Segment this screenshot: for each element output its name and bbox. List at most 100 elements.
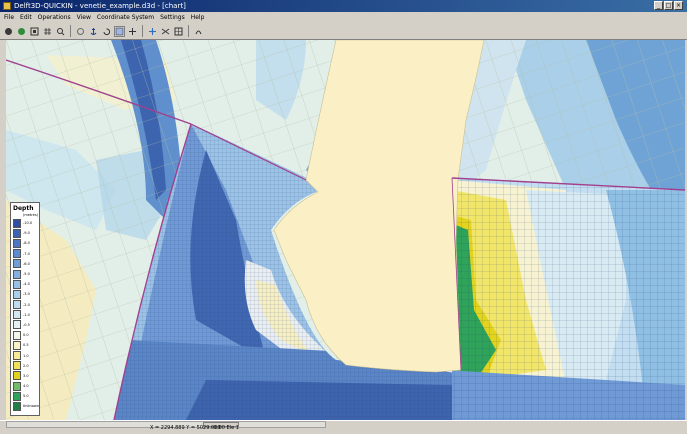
legend-label: -4.0 — [23, 282, 30, 287]
legend-label: 5.0 — [23, 394, 29, 399]
legend-unit: (metres) — [23, 213, 39, 217]
legend-label: 4.0 — [23, 384, 29, 389]
pan-icon[interactable] — [193, 26, 204, 37]
menu-operations[interactable]: Operations — [37, 14, 71, 21]
legend-swatch — [13, 228, 21, 238]
legend-row: -6.0 — [11, 259, 39, 269]
open-icon[interactable] — [3, 26, 14, 37]
legend-label: Unknown — [22, 404, 39, 409]
app-icon — [3, 2, 11, 10]
close-button[interactable]: × — [674, 1, 683, 10]
legend-row: 3.0 — [11, 371, 39, 381]
legend-swatch — [13, 401, 21, 411]
legend-swatch — [13, 269, 21, 279]
legend-row: 4.0 — [11, 381, 39, 391]
legend-label: -0.5 — [23, 322, 30, 327]
legend-label: -9.0 — [23, 231, 30, 236]
legend-swatch — [13, 218, 21, 228]
window-title: Delft3D-QUICKIN - venetie_example.d3d - … — [14, 2, 186, 10]
legend-label: -3.0 — [23, 292, 30, 297]
legend-swatch — [13, 320, 21, 330]
rotate-icon[interactable] — [101, 26, 112, 37]
menu-settings[interactable]: Settings — [160, 14, 185, 21]
zoom-extent-icon[interactable] — [29, 26, 40, 37]
legend-row: -0.5 — [11, 320, 39, 330]
legend-swatch — [13, 361, 21, 371]
grid-edit-icon[interactable] — [114, 25, 125, 37]
grid-boundary-line — [190, 123, 307, 181]
legend-swatch — [13, 371, 21, 381]
legend-label: -2.0 — [23, 302, 30, 307]
select-icon[interactable] — [75, 26, 86, 37]
legend-label: 2.0 — [23, 363, 29, 368]
split-icon[interactable] — [160, 26, 171, 37]
toolbar-separator — [142, 25, 143, 37]
anchor-icon[interactable] — [88, 26, 99, 37]
coordinate-readout: X = 2294.889 Y = 5029.000 — [150, 425, 221, 431]
title-bar: Delft3D-QUICKIN - venetie_example.d3d - … — [0, 0, 687, 12]
menu-help[interactable]: Help — [190, 14, 205, 21]
legend-swatch — [13, 289, 21, 299]
legend-row: -9.0 — [11, 228, 39, 238]
toolbar-separator — [70, 25, 71, 37]
legend-row: -5.0 — [11, 269, 39, 279]
legend-swatch — [13, 310, 21, 320]
grid-boundary-line — [113, 123, 192, 420]
move-icon[interactable] — [147, 26, 158, 37]
legend-rows: -10.0 -9.0 -8.0 -7.0 -6.0 -5.0 -4.0 -3.0 -2.0 -1.… — [11, 218, 39, 412]
legend-row: -7.0 — [11, 249, 39, 259]
depth-legend: Depth (metres) -10.0 -9.0 -8.0 -7.0 -6.0 -5.0… — [10, 202, 40, 416]
legend-row: -10.0 — [11, 218, 39, 228]
legend-label: -10.0 — [23, 221, 33, 226]
legend-row: 0.5 — [11, 340, 39, 350]
grid-boundary-line — [451, 177, 462, 371]
legend-label: -6.0 — [23, 261, 30, 266]
refine-icon[interactable] — [127, 26, 138, 37]
grid-boundary-line — [6, 59, 192, 125]
zoom-icon[interactable] — [55, 26, 66, 37]
legend-row: Unknown — [11, 401, 39, 411]
menu-bar: File Edit Operations View Coordinate Sys… — [0, 12, 687, 23]
legend-swatch — [13, 391, 21, 401]
menu-file[interactable]: File — [4, 14, 15, 21]
legend-row: -1.0 — [11, 310, 39, 320]
map-canvas[interactable] — [6, 40, 685, 420]
legend-label: 0.0 — [23, 333, 29, 338]
grid-icon[interactable] — [42, 26, 53, 37]
legend-label: 0.5 — [23, 343, 29, 348]
legend-row: -2.0 — [11, 300, 39, 310]
window-controls: _ □ × — [654, 1, 684, 11]
legend-label: 3.0 — [23, 373, 29, 378]
measure-icon[interactable] — [173, 26, 184, 37]
minimize-button[interactable]: _ — [654, 1, 663, 10]
toolbar-separator — [188, 25, 189, 37]
legend-swatch — [13, 279, 21, 289]
grid-boundary-line — [451, 177, 685, 191]
legend-row: -4.0 — [11, 279, 39, 289]
horizontal-scrollbar[interactable] — [6, 421, 326, 428]
depth-readout: -1.00 Ele 1 — [212, 425, 239, 431]
scrollbar-thumb[interactable] — [203, 422, 239, 427]
legend-swatch — [13, 381, 21, 391]
menu-edit[interactable]: Edit — [20, 14, 32, 21]
menu-view[interactable]: View — [76, 14, 91, 21]
save-icon[interactable] — [16, 26, 27, 37]
status-bar: X = 2294.889 Y = 5029.000 -1.00 Ele 1 — [0, 420, 687, 432]
land-area — [273, 40, 485, 373]
legend-swatch — [13, 259, 21, 269]
toolbar — [0, 23, 687, 40]
legend-swatch — [13, 249, 21, 259]
legend-label: -7.0 — [23, 251, 30, 256]
legend-row: 0.0 — [11, 330, 39, 340]
legend-row: 2.0 — [11, 361, 39, 371]
legend-row: 5.0 — [11, 391, 39, 401]
legend-row: -8.0 — [11, 238, 39, 248]
bathymetry-map[interactable] — [6, 40, 685, 420]
legend-swatch — [13, 351, 21, 361]
menu-coordinate-system[interactable]: Coordinate System — [96, 14, 155, 21]
legend-swatch — [13, 300, 21, 310]
legend-swatch — [13, 340, 21, 350]
legend-swatch — [13, 238, 21, 248]
legend-label: 1.0 — [23, 353, 29, 358]
maximize-button[interactable]: □ — [664, 1, 673, 10]
